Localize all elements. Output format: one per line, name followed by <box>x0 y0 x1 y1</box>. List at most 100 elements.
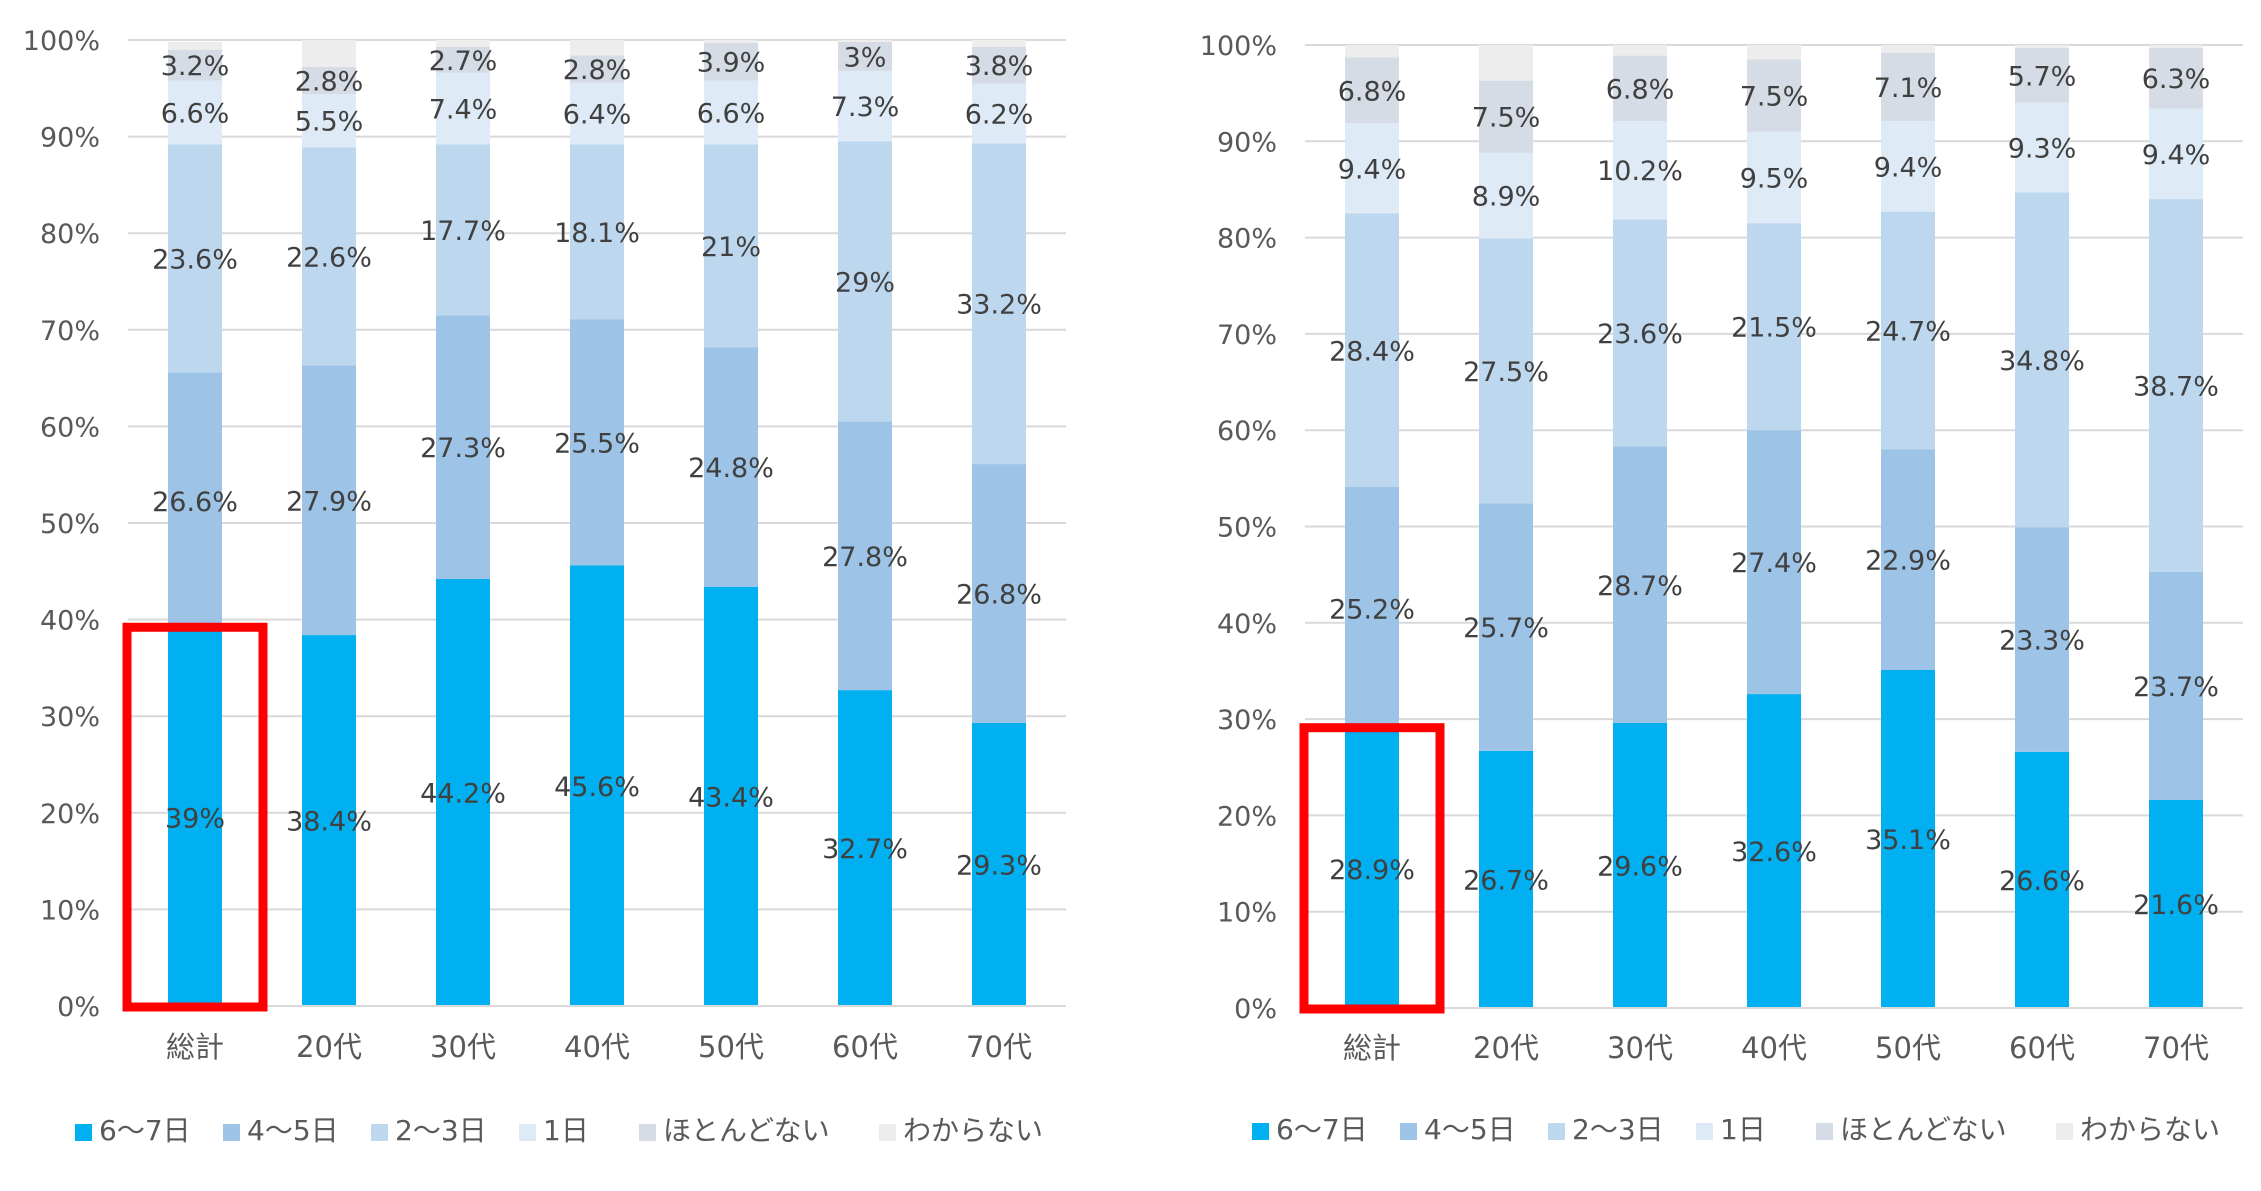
bar-segment <box>972 464 1026 723</box>
category-label: 40代 <box>1741 1031 1807 1065</box>
data-label: 7.4% <box>429 95 498 126</box>
y-tick-label: 100% <box>1200 31 1277 62</box>
data-label: 43.4% <box>688 782 774 813</box>
bar-segment <box>704 144 758 348</box>
data-label: 2.8% <box>563 55 632 86</box>
data-label: 23.3% <box>1999 626 2085 657</box>
bar-segment <box>436 315 490 580</box>
bar-segment <box>1747 694 1801 1008</box>
y-tick-label: 10% <box>1217 898 1277 929</box>
bar-segment <box>1345 213 1399 488</box>
y-tick-label: 20% <box>40 799 100 830</box>
data-label: 27.4% <box>1731 548 1817 579</box>
bar-segment <box>704 80 758 145</box>
data-label: 23.6% <box>152 244 238 275</box>
bar-segment <box>1345 123 1399 214</box>
y-tick-label: 40% <box>1217 609 1277 640</box>
data-label: 26.6% <box>1999 866 2085 897</box>
bar-segment <box>838 421 892 691</box>
data-label: 5.7% <box>2008 61 2077 92</box>
bar-segment <box>704 42 758 81</box>
chart-panel-1: 0% 10% 20% 30% 40% 50% 60% 70% 80% 90% 100% 39% 26.6… <box>23 26 1066 1147</box>
legend-swatch <box>1400 1123 1417 1140</box>
data-label: 29.3% <box>956 850 1042 881</box>
bar-segment <box>972 722 1026 1006</box>
bar-segment <box>570 82 624 145</box>
data-label: 3.8% <box>965 51 1034 82</box>
bar-segment <box>168 372 222 630</box>
bar-segment <box>2015 527 2069 752</box>
data-label: 3.2% <box>161 51 230 82</box>
bar-segment <box>1613 722 1667 1008</box>
y-tick-label: 90% <box>1217 127 1277 158</box>
data-label: 21.6% <box>2133 890 2219 921</box>
data-label: 28.9% <box>1329 855 1415 886</box>
data-label: 22.9% <box>1865 546 1951 577</box>
bar-segment <box>2015 45 2069 48</box>
data-label: 6.8% <box>1338 76 1407 107</box>
bar-segment <box>972 143 1026 465</box>
data-label: 25.5% <box>554 428 640 459</box>
bar-segment <box>1345 45 1399 58</box>
legend-swatch <box>2056 1123 2073 1140</box>
data-label: 34.8% <box>1999 346 2085 377</box>
data-label: 7.3% <box>831 92 900 123</box>
bar-segment <box>1345 487 1399 730</box>
bar-segment <box>1613 45 1667 56</box>
bar-segment <box>1747 59 1801 132</box>
data-label: 35.1% <box>1865 825 1951 856</box>
bar-segment <box>570 319 624 566</box>
data-label: 27.3% <box>420 433 506 464</box>
legend-label: 6〜7日 <box>99 1114 191 1147</box>
data-label: 29% <box>835 268 895 299</box>
legend-swatch <box>1696 1123 1713 1140</box>
category-label: 30代 <box>430 1030 496 1064</box>
bar-segment <box>2015 47 2069 103</box>
y-tick-label: 30% <box>40 702 100 733</box>
data-label: 27.9% <box>286 486 372 517</box>
bar-segment <box>1479 80 1533 153</box>
data-label: 6.6% <box>697 98 766 129</box>
data-label: 7.5% <box>1740 82 1809 113</box>
data-label: 6.8% <box>1606 74 1675 105</box>
bar-segment <box>2149 571 2203 800</box>
data-label: 26.7% <box>1463 865 1549 896</box>
data-label: 21% <box>701 232 761 263</box>
bar-segment <box>570 40 624 56</box>
legend-label: ほとんどない <box>663 1114 830 1147</box>
data-label: 9.4% <box>2142 140 2211 171</box>
data-label: 44.2% <box>420 779 506 810</box>
category-label: 40代 <box>564 1030 630 1064</box>
bar-segment <box>2149 108 2203 200</box>
bar-segment <box>1881 121 1935 212</box>
y-tick-label: 0% <box>1234 994 1277 1025</box>
legend-label: 1日 <box>1720 1113 1766 1146</box>
legend-swatch <box>1548 1123 1565 1140</box>
data-label: 6.2% <box>965 99 1034 130</box>
bar-segment <box>436 579 490 1006</box>
data-label: 9.3% <box>2008 134 2077 165</box>
data-label: 2.8% <box>295 67 364 98</box>
data-label: 10.2% <box>1597 156 1683 187</box>
data-label: 17.7% <box>420 216 506 247</box>
y-tick-label: 10% <box>40 895 100 926</box>
data-label: 8.9% <box>1472 182 1541 213</box>
data-label: 38.4% <box>286 807 372 838</box>
data-label: 24.7% <box>1865 317 1951 348</box>
category-label: 60代 <box>2009 1031 2075 1065</box>
category-label: 60代 <box>832 1030 898 1064</box>
category-label: 50代 <box>1875 1031 1941 1065</box>
legend-label: わからない <box>2080 1113 2220 1146</box>
bar-segment <box>2015 102 2069 193</box>
bar-segment <box>302 147 356 366</box>
category-label: 20代 <box>296 1030 362 1064</box>
y-tick-label: 30% <box>1217 705 1277 736</box>
category-label: 30代 <box>1607 1031 1673 1065</box>
legend-label: ほとんどない <box>1840 1113 2007 1146</box>
bar-segment <box>302 635 356 1006</box>
legend-label: 1日 <box>543 1114 589 1147</box>
data-label: 6.4% <box>563 99 632 130</box>
data-label: 25.2% <box>1329 594 1415 625</box>
bar-segment <box>1881 449 1935 670</box>
